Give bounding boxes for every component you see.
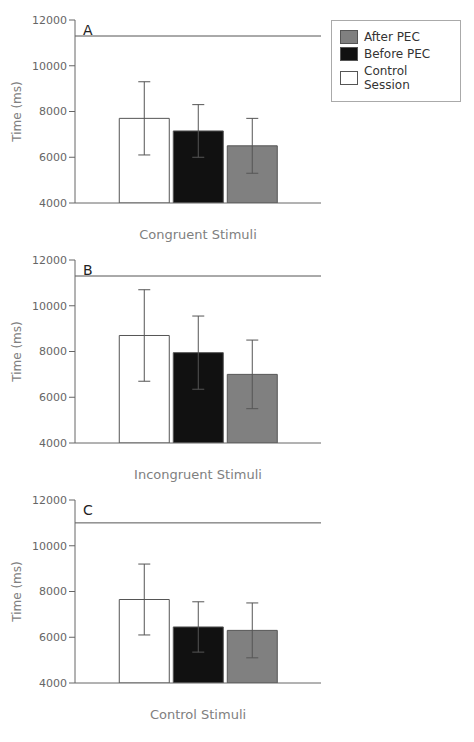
html-text:B: B bbox=[83, 262, 93, 278]
html-text:C: C bbox=[83, 502, 93, 518]
svg-text:12000: 12000 bbox=[32, 254, 67, 267]
svg-text:4000: 4000 bbox=[39, 677, 67, 690]
svg-text:6000: 6000 bbox=[39, 631, 67, 644]
html-text:A: A bbox=[83, 22, 93, 38]
svg-text:Incongruent Stimuli: Incongruent Stimuli bbox=[134, 467, 262, 482]
svg-text:8000: 8000 bbox=[39, 585, 67, 598]
svg-text:12000: 12000 bbox=[32, 494, 67, 507]
svg-text:10000: 10000 bbox=[32, 540, 67, 553]
svg-text:Time (ms): Time (ms) bbox=[10, 321, 24, 383]
svg-text:Control Stimuli: Control Stimuli bbox=[150, 707, 246, 722]
svg-text:Time (ms): Time (ms) bbox=[10, 81, 24, 143]
svg-text:4000: 4000 bbox=[39, 197, 67, 210]
html-text:Before PEC: Before PEC bbox=[364, 47, 431, 61]
svg-text:8000: 8000 bbox=[39, 345, 67, 358]
svg-text:Congruent Stimuli: Congruent Stimuli bbox=[139, 227, 257, 242]
svg-text:6000: 6000 bbox=[39, 391, 67, 404]
svg-text:Time (ms): Time (ms) bbox=[10, 561, 24, 623]
svg-text:6000: 6000 bbox=[39, 151, 67, 164]
html-text:Control Session: Control Session bbox=[364, 64, 410, 92]
svg-text:10000: 10000 bbox=[32, 60, 67, 73]
svg-text:10000: 10000 bbox=[32, 300, 67, 313]
svg-text:8000: 8000 bbox=[39, 105, 67, 118]
svg-text:4000: 4000 bbox=[39, 437, 67, 450]
html-text:After PEC: After PEC bbox=[364, 30, 420, 44]
svg-text:12000: 12000 bbox=[32, 14, 67, 27]
